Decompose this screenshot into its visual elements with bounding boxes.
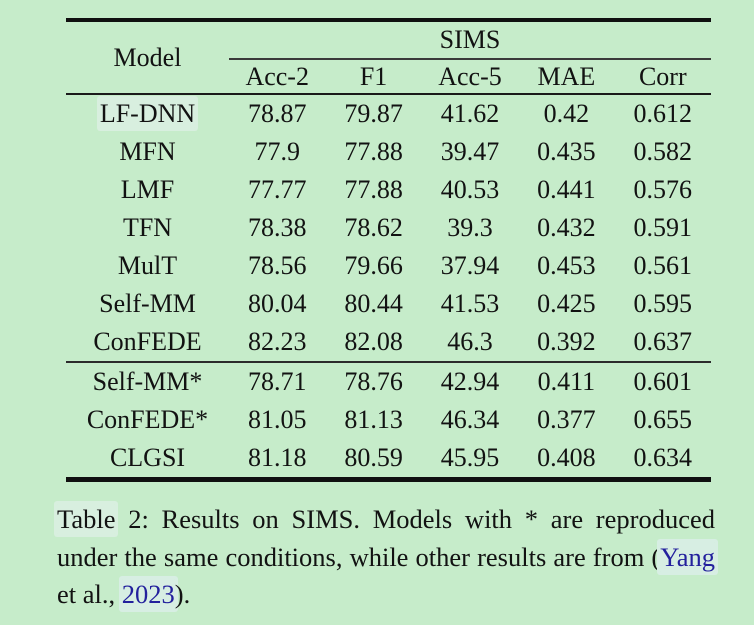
acc2-cell: 78.38: [247, 213, 307, 242]
corr-cell: 0.582: [633, 137, 693, 166]
table-container: Model SIMS Acc-2 F1 Acc-5 MAE Corr LF-DN…: [66, 18, 711, 482]
acc5-cell: 37.94: [440, 251, 500, 280]
acc2-cell: 81.05: [247, 405, 307, 434]
model-cell: MFN: [119, 137, 176, 166]
acc2-cell: 77.9: [254, 137, 300, 166]
f1-cell: 80.44: [344, 289, 403, 318]
acc2-cell: 77.77: [247, 175, 307, 204]
model-cell: ConFEDE*: [86, 405, 209, 434]
model-cell: LMF: [120, 175, 175, 204]
model-cell: TFN: [122, 213, 173, 242]
model-cell: LF-DNN: [66, 94, 229, 133]
mae-cell: 0.42: [543, 99, 590, 128]
acc2-cell-best: 81.18: [247, 443, 307, 472]
table-row: MulT 78.56 79.66 37.94 0.453 0.561: [66, 247, 711, 285]
acc5-cell: 46.3: [447, 327, 493, 356]
published-results-group: LF-DNN 78.87 79.87 41.62 0.42 0.612 MFN …: [66, 94, 711, 362]
column-header-mae: MAE: [537, 61, 596, 91]
mae-cell: 0.441: [537, 175, 596, 204]
table-row: Self-MM 80.04 80.44 41.53 0.425 0.595: [66, 285, 711, 323]
acc2-cell: 78.87: [247, 99, 307, 128]
acc5-cell: 41.53: [440, 289, 500, 318]
mae-cell: 0.432: [537, 213, 596, 242]
highlighted-model-name: LF-DNN: [99, 99, 196, 128]
acc5-cell: 41.62: [440, 99, 500, 128]
model-cell: MulT: [117, 251, 178, 280]
f1-cell: 79.87: [344, 99, 403, 128]
table-row: CLGSI 81.18 80.59 45.95 0.408 0.634: [66, 439, 711, 480]
mae-cell: 0.425: [537, 289, 596, 318]
table-row: Self-MM* 78.71 78.76 42.94 0.411 0.601: [66, 362, 711, 401]
corr-cell: 0.576: [633, 175, 693, 204]
corr-cell: 0.561: [633, 251, 693, 280]
caption-closing: ).: [174, 579, 191, 609]
citation-year-link[interactable]: 2023: [121, 579, 175, 609]
caption-text: 2: Results on SIMS. Models with * are re…: [57, 504, 715, 572]
model-cell: CLGSI: [109, 443, 186, 472]
table-row: MFN 77.9 77.88 39.47 0.435 0.582: [66, 133, 711, 171]
table-row: LMF 77.77 77.88 40.53 0.441 0.576: [66, 171, 711, 209]
acc2-cell: 80.04: [247, 289, 307, 318]
mae-cell: 0.411: [537, 367, 596, 396]
table-row: TFN 78.38 78.62 39.3 0.432 0.591: [66, 209, 711, 247]
acc5-cell: 39.47: [440, 137, 500, 166]
corr-cell: 0.595: [633, 289, 693, 318]
f1-cell: 82.08: [344, 327, 403, 356]
table-header: Model SIMS Acc-2 F1 Acc-5 MAE Corr: [66, 20, 711, 94]
table-row: ConFEDE* 81.05 81.13 46.34 0.377 0.655: [66, 401, 711, 439]
corr-cell: 0.634: [633, 443, 693, 472]
acc2-cell: 78.56: [247, 251, 307, 280]
corr-cell: 0.601: [633, 367, 693, 396]
model-cell: Self-MM: [99, 289, 196, 318]
column-header-model: Model: [113, 42, 182, 72]
mae-cell: 0.392: [537, 327, 596, 356]
table-row: ConFEDE 82.23 82.08 46.3 0.392 0.637: [66, 323, 711, 362]
acc5-cell: 42.94: [440, 367, 500, 396]
corr-cell: 0.591: [633, 213, 693, 242]
citation-author-link[interactable]: Yang: [660, 541, 715, 572]
f1-cell: 79.66: [344, 251, 403, 280]
f1-cell: 78.76: [344, 367, 403, 396]
f1-cell: 77.88: [344, 137, 403, 166]
column-header-acc2: Acc-2: [245, 61, 309, 91]
f1-cell-best: 81.13: [344, 405, 403, 434]
model-cell: Self-MM*: [92, 367, 203, 396]
column-header-corr: Corr: [638, 61, 687, 91]
column-header-acc5: Acc-5: [438, 61, 502, 91]
f1-cell: 77.88: [344, 175, 403, 204]
corr-cell-best: 0.655: [633, 405, 693, 434]
reproduced-results-group: Self-MM* 78.71 78.76 42.94 0.411 0.601 C…: [66, 362, 711, 480]
acc2-cell: 78.71: [247, 367, 307, 396]
acc5-cell-best: 46.34: [440, 405, 500, 434]
acc5-cell: 39.3: [447, 213, 493, 242]
highlighted-word-table: Table: [57, 504, 116, 534]
mae-cell: 0.435: [537, 137, 596, 166]
acc5-cell: 45.95: [440, 443, 500, 472]
results-table: Model SIMS Acc-2 F1 Acc-5 MAE Corr LF-DN…: [66, 18, 711, 482]
group-header-sims: SIMS: [229, 20, 711, 60]
table-caption: Table 2: Results on SIMS. Models with * …: [57, 501, 715, 614]
acc5-cell: 40.53: [440, 175, 500, 204]
corr-cell: 0.612: [633, 99, 693, 128]
mae-cell: 0.453: [537, 251, 596, 280]
model-cell: ConFEDE: [93, 327, 202, 356]
mae-cell-best: 0.377: [537, 405, 596, 434]
mae-cell: 0.408: [537, 443, 596, 472]
column-header-f1: F1: [359, 61, 388, 91]
caption-etal: et al.,: [57, 579, 122, 609]
corr-cell: 0.637: [633, 327, 693, 356]
table-row: LF-DNN 78.87 79.87 41.62 0.42 0.612: [66, 94, 711, 133]
f1-cell: 78.62: [344, 213, 403, 242]
f1-cell: 80.59: [344, 443, 403, 472]
acc2-cell: 82.23: [247, 327, 307, 356]
